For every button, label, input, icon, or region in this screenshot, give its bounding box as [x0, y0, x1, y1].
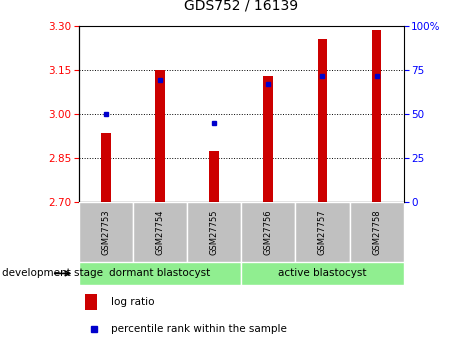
Bar: [79, 202, 133, 262]
Bar: [187, 202, 241, 262]
Text: GSM27757: GSM27757: [318, 209, 327, 255]
Bar: [133, 202, 187, 262]
Text: GSM27755: GSM27755: [210, 209, 219, 255]
Text: GSM27756: GSM27756: [264, 209, 273, 255]
Bar: [372, 30, 382, 202]
Text: percentile rank within the sample: percentile rank within the sample: [111, 324, 287, 334]
Bar: [209, 151, 219, 202]
Bar: [241, 262, 404, 285]
Bar: [101, 133, 111, 202]
Text: active blastocyst: active blastocyst: [278, 268, 367, 278]
Text: GSM27754: GSM27754: [156, 209, 165, 255]
Bar: [79, 262, 241, 285]
Text: dormant blastocyst: dormant blastocyst: [110, 268, 211, 278]
Text: development stage: development stage: [2, 268, 103, 278]
Bar: [85, 294, 97, 310]
Bar: [318, 39, 327, 202]
Text: log ratio: log ratio: [111, 297, 155, 307]
Bar: [155, 70, 165, 202]
Bar: [295, 202, 350, 262]
Bar: [263, 76, 273, 202]
Bar: [350, 202, 404, 262]
Text: GSM27753: GSM27753: [101, 209, 110, 255]
Bar: [241, 202, 295, 262]
Text: GSM27758: GSM27758: [372, 209, 381, 255]
Text: GDS752 / 16139: GDS752 / 16139: [184, 0, 299, 12]
